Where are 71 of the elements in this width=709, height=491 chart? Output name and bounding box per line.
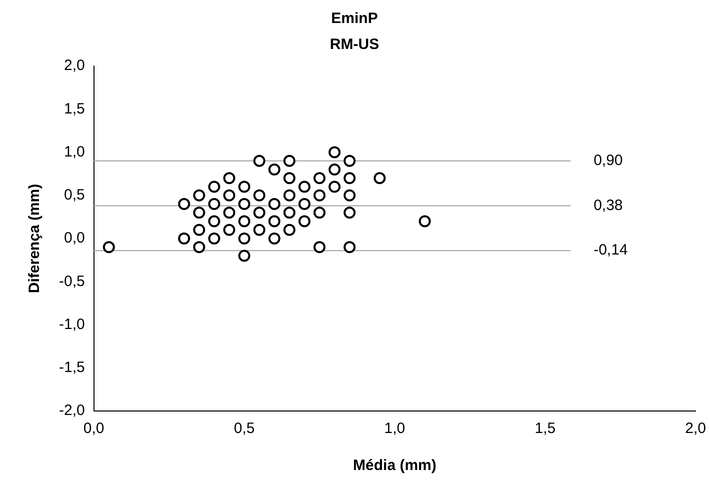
y-tick-label: -2,0 (58, 402, 85, 420)
point (328, 164, 341, 176)
y-tick-label: -1,5 (58, 359, 85, 376)
point (238, 180, 250, 193)
point (223, 224, 236, 236)
y-tick-label: 0,0 (64, 230, 85, 247)
point (313, 241, 326, 254)
point (283, 154, 296, 167)
point (344, 154, 356, 167)
point (193, 206, 206, 219)
point (283, 224, 296, 236)
point (298, 198, 310, 210)
point (313, 206, 326, 219)
point (102, 241, 115, 254)
point (238, 250, 250, 262)
point (283, 172, 296, 184)
point (283, 189, 296, 202)
point (313, 189, 326, 202)
point (193, 241, 206, 254)
chart-title: EminP (331, 10, 378, 28)
x-axis-title: Média (mm) (353, 457, 436, 474)
point (253, 224, 266, 236)
y-tick-label: -1,0 (58, 316, 85, 333)
point (344, 172, 356, 184)
x-tick-label: 0,5 (234, 420, 255, 438)
point (344, 189, 356, 202)
x-tick-label: 1,0 (384, 420, 406, 438)
point (178, 232, 190, 244)
point (268, 215, 280, 228)
x-tick-label: 1,5 (534, 420, 556, 438)
point (253, 189, 266, 202)
chart-subtitle: RM-US (330, 36, 380, 54)
point (238, 198, 250, 210)
point (298, 180, 310, 193)
point (344, 206, 356, 219)
point (208, 232, 220, 244)
point (178, 198, 190, 210)
ref-line-label: 0,38 (594, 196, 623, 214)
point (208, 215, 220, 228)
point (223, 206, 236, 219)
point (328, 180, 341, 193)
point (344, 241, 356, 254)
point (238, 232, 250, 244)
point (298, 215, 310, 228)
point (418, 215, 431, 228)
y-tick-label: -0,5 (58, 272, 85, 290)
x-tick-label: 0,0 (83, 420, 104, 438)
y-tick-label: 0,5 (64, 186, 85, 204)
point (208, 198, 220, 210)
point (193, 189, 206, 202)
point (253, 206, 266, 219)
ref-line-label: 0,90 (594, 152, 623, 170)
point (283, 206, 296, 219)
point (253, 154, 266, 167)
y-axis-title: Diferença (mm) (26, 184, 44, 294)
y-tick-label: 2,0 (64, 57, 85, 74)
point (268, 164, 280, 176)
x-tick-label: 2,0 (685, 420, 706, 438)
point (223, 189, 236, 202)
y-tick-label: 1,0 (64, 143, 85, 160)
point (313, 172, 326, 184)
point (193, 224, 206, 236)
point (268, 198, 280, 210)
point (374, 172, 386, 184)
point (223, 172, 236, 184)
ref-line-label: -0,14 (594, 242, 628, 259)
point (268, 232, 280, 244)
point (208, 180, 220, 193)
point (238, 215, 250, 228)
point (328, 146, 341, 158)
y-tick-label: 1,5 (64, 100, 85, 118)
